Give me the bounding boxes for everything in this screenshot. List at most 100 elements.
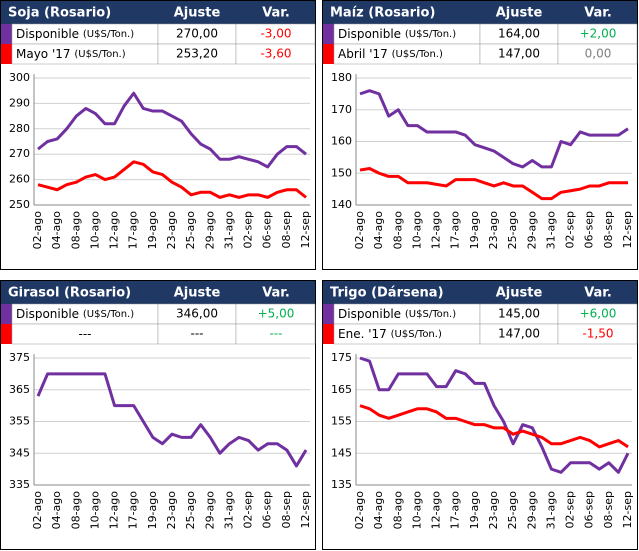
row-unit: (U$S/Ton.)	[391, 329, 442, 340]
x-tick-label: 19-ago	[468, 211, 481, 250]
row-name: Abril '17	[338, 47, 388, 61]
ajuste-value: 253,20	[176, 47, 218, 61]
y-tick-label: 135	[331, 478, 352, 491]
row-name: Disponible	[16, 307, 79, 321]
var-value: +2,00	[580, 27, 617, 41]
y-tick-label: 300	[9, 71, 30, 84]
x-tick-label: 31-ago	[222, 211, 235, 250]
x-tick-label: 08-ago	[69, 491, 82, 530]
y-tick-label: 140	[331, 198, 352, 211]
ajuste-value: ---	[191, 327, 204, 341]
y-tick-label: 365	[9, 383, 30, 396]
table-header	[323, 1, 637, 24]
x-tick-label: 17-ago	[127, 491, 140, 530]
row-label: Mayo '17 (U$S/Ton.)	[16, 47, 126, 61]
x-tick-label: 02-ago	[353, 211, 366, 250]
ajuste-value: 346,00	[176, 307, 218, 321]
ajuste-value: 145,00	[498, 307, 540, 321]
row-swatch	[1, 24, 12, 44]
x-tick-label: 10-ago	[88, 211, 101, 250]
column-header: Var.	[584, 286, 612, 301]
row-swatch	[323, 44, 334, 64]
row-unit: (U$S/Ton.)	[405, 29, 456, 40]
row-swatch	[1, 44, 12, 64]
x-tick-label: 25-ago	[506, 491, 519, 530]
row-label: ---	[79, 327, 92, 341]
x-tick-label: 08-sep	[280, 491, 293, 528]
y-tick-label: 165	[331, 383, 352, 396]
x-tick-label: 10-ago	[88, 491, 101, 530]
row-swatch	[323, 304, 334, 324]
x-tick-label: 19-ago	[468, 491, 481, 530]
x-tick-label: 02-ago	[31, 491, 44, 530]
series-line	[359, 356, 630, 474]
column-header: Ajuste	[496, 6, 543, 21]
ajuste-value: 270,00	[176, 27, 218, 41]
x-tick-label: 29-ago	[203, 211, 216, 250]
x-tick-label: 04-ago	[50, 211, 63, 250]
row-unit: (U$S/Ton.)	[83, 309, 134, 320]
row-swatch	[323, 324, 334, 344]
column-header: Ajuste	[174, 286, 221, 301]
var-value: +6,00	[580, 307, 617, 321]
row-name: Ene. '17	[338, 327, 387, 341]
y-tick-label: 160	[331, 135, 352, 148]
var-value: -3,00	[260, 27, 291, 41]
column-header: Ajuste	[174, 6, 221, 21]
row-unit: (U$S/Ton.)	[83, 29, 134, 40]
ajuste-value: 147,00	[498, 47, 540, 61]
var-value: ---	[270, 327, 283, 341]
column-header: Var.	[584, 6, 612, 21]
x-tick-label: 31-ago	[544, 491, 557, 530]
series-line	[359, 404, 629, 449]
x-tick-label: 10-ago	[410, 491, 423, 530]
x-tick-label: 31-ago	[544, 211, 557, 250]
y-tick-label: 150	[331, 166, 352, 179]
x-tick-label: 08-sep	[280, 211, 293, 248]
table-title: Maíz (Rosario)	[330, 6, 435, 21]
x-tick-label: 19-ago	[146, 211, 159, 250]
x-tick-label: 23-ago	[487, 211, 500, 250]
table-cell	[557, 43, 638, 65]
x-tick-label: 23-ago	[165, 211, 178, 250]
var-value: -1,50	[582, 327, 613, 341]
row-name: Disponible	[16, 27, 79, 41]
y-tick-label: 175	[331, 351, 352, 364]
table-title: Soja (Rosario)	[8, 6, 111, 21]
series-line	[37, 91, 307, 169]
x-tick-label: 06-sep	[261, 211, 274, 248]
x-tick-label: 31-ago	[222, 491, 235, 530]
table-header	[1, 1, 315, 24]
x-tick-label: 04-ago	[50, 491, 63, 530]
table-cell	[235, 43, 316, 65]
x-tick-label: 10-ago	[410, 211, 423, 250]
x-tick-label: 06-sep	[583, 491, 596, 528]
x-tick-label: 25-ago	[506, 211, 519, 250]
y-tick-label: 270	[9, 147, 30, 160]
row-swatch	[323, 24, 334, 44]
x-tick-label: 12-sep	[299, 211, 312, 248]
ajuste-value: 147,00	[498, 327, 540, 341]
x-tick-label: 17-ago	[127, 211, 140, 250]
x-tick-label: 12-sep	[299, 491, 312, 528]
x-tick-label: 04-ago	[372, 491, 385, 530]
x-tick-label: 02-ago	[31, 211, 44, 250]
x-tick-label: 08-ago	[391, 211, 404, 250]
x-tick-label: 02-sep	[242, 491, 255, 528]
series-line	[359, 166, 628, 201]
x-tick-label: 25-ago	[184, 211, 197, 250]
x-tick-label: 17-ago	[449, 491, 462, 530]
x-tick-label: 08-sep	[602, 491, 615, 528]
y-tick-label: 155	[331, 415, 352, 428]
x-tick-label: 12-ago	[430, 211, 443, 250]
y-tick-label: 180	[331, 71, 352, 84]
row-name: ---	[79, 327, 92, 341]
x-tick-label: 02-sep	[564, 491, 577, 528]
row-label: Disponible (U$S/Ton.)	[16, 307, 134, 321]
x-tick-label: 12-sep	[621, 211, 634, 248]
row-name: Disponible	[338, 27, 401, 41]
y-tick-label: 250	[9, 198, 30, 211]
table-header	[1, 281, 315, 304]
x-tick-label: 29-ago	[525, 491, 538, 530]
